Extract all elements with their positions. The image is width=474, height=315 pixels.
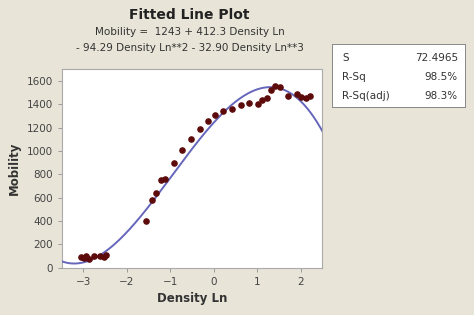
Point xyxy=(205,118,212,123)
Text: S: S xyxy=(342,53,349,63)
Point xyxy=(237,103,245,108)
Point xyxy=(157,177,164,182)
Point xyxy=(85,256,92,261)
Text: 98.3%: 98.3% xyxy=(425,91,458,101)
Point xyxy=(259,98,266,103)
Point xyxy=(246,100,253,105)
Point xyxy=(153,191,160,196)
Point xyxy=(267,87,275,92)
Text: Fitted Line Plot: Fitted Line Plot xyxy=(129,8,250,22)
Point xyxy=(211,113,219,118)
Point xyxy=(254,101,262,106)
Point xyxy=(293,92,301,97)
Point xyxy=(263,96,271,101)
Point xyxy=(196,127,204,132)
Text: 98.5%: 98.5% xyxy=(425,72,458,82)
Point xyxy=(170,160,177,165)
Point xyxy=(82,254,90,259)
Point xyxy=(148,198,156,203)
X-axis label: Density Ln: Density Ln xyxy=(157,292,227,305)
Point xyxy=(284,94,292,99)
Point xyxy=(143,219,150,224)
Point xyxy=(81,255,88,260)
Point xyxy=(187,137,195,142)
Point xyxy=(179,148,186,153)
Text: R-Sq: R-Sq xyxy=(342,72,366,82)
Point xyxy=(276,85,283,90)
Point xyxy=(306,93,314,98)
Point xyxy=(298,95,305,100)
Point xyxy=(302,95,310,100)
Point xyxy=(228,106,236,112)
Point xyxy=(272,83,279,88)
Point xyxy=(91,254,98,259)
Y-axis label: Mobility: Mobility xyxy=(8,142,21,195)
Point xyxy=(161,176,169,181)
Text: - 94.29 Density Ln**2 - 32.90 Density Ln**3: - 94.29 Density Ln**2 - 32.90 Density Ln… xyxy=(76,43,303,53)
Text: Mobility =  1243 + 412.3 Density Ln: Mobility = 1243 + 412.3 Density Ln xyxy=(95,27,284,37)
Text: R-Sq(adj): R-Sq(adj) xyxy=(342,91,390,101)
Point xyxy=(102,253,110,258)
Point xyxy=(96,254,104,259)
Point xyxy=(219,109,227,114)
Point xyxy=(100,255,108,260)
Text: 72.4965: 72.4965 xyxy=(415,53,458,63)
Point xyxy=(77,255,85,260)
